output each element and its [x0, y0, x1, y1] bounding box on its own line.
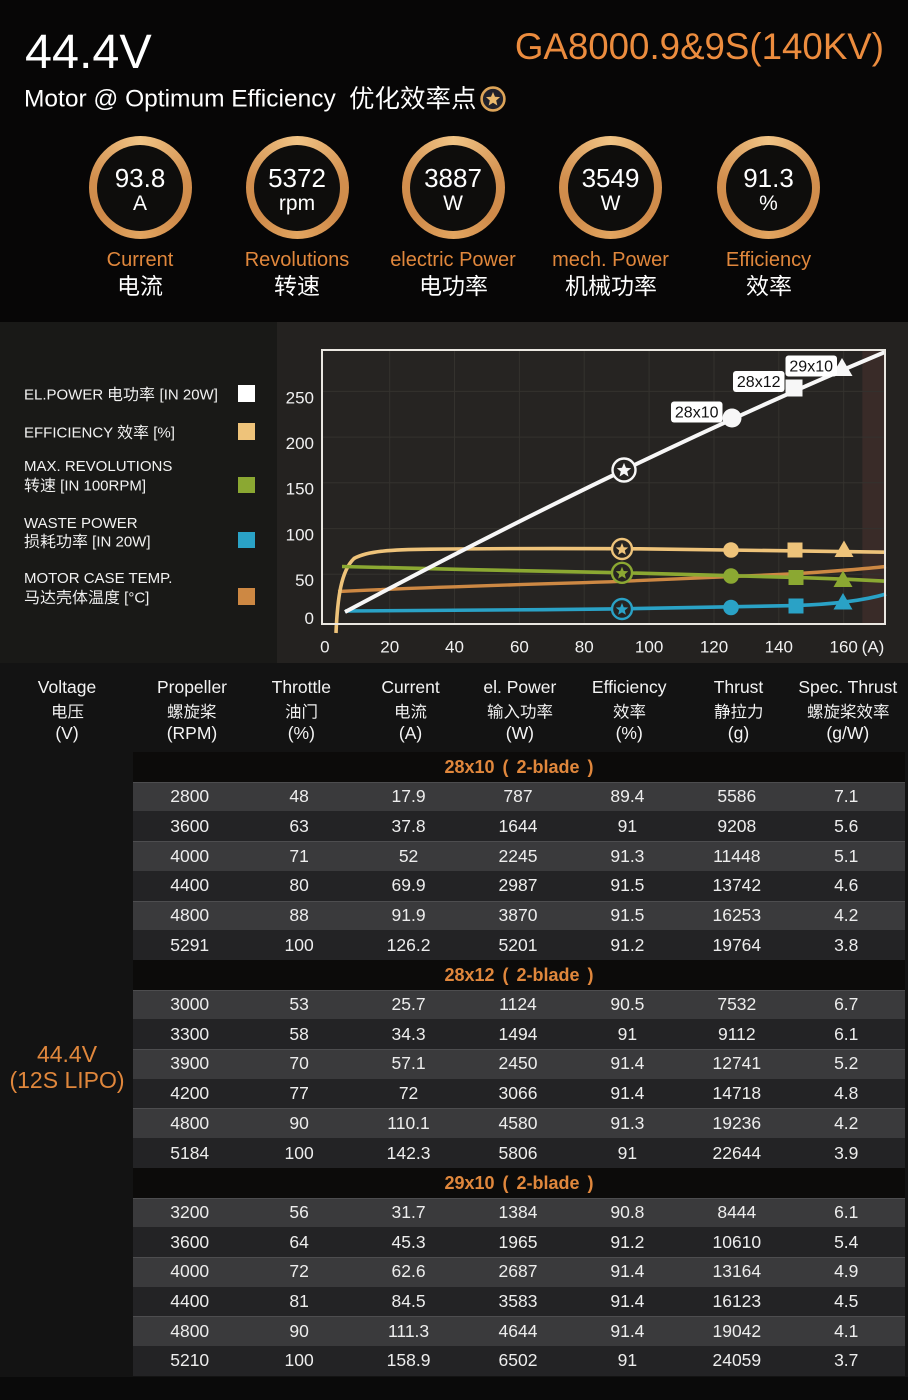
- svg-text:150: 150: [286, 480, 314, 499]
- svg-text:50: 50: [295, 571, 314, 590]
- svg-text:20: 20: [380, 638, 399, 657]
- svg-text:250: 250: [286, 388, 314, 407]
- svg-text:80: 80: [575, 638, 594, 657]
- svg-text:28x10: 28x10: [675, 405, 719, 422]
- svg-text:200: 200: [286, 434, 314, 453]
- svg-text:28x12: 28x12: [737, 374, 781, 391]
- svg-text:29x10: 29x10: [789, 359, 833, 376]
- svg-text:(A): (A): [862, 638, 885, 657]
- svg-text:140: 140: [765, 638, 793, 657]
- svg-text:160: 160: [830, 638, 858, 657]
- svg-text:120: 120: [700, 638, 728, 657]
- svg-text:0: 0: [305, 609, 314, 628]
- svg-text:60: 60: [510, 638, 529, 657]
- svg-text:100: 100: [286, 526, 314, 545]
- svg-text:100: 100: [635, 638, 663, 657]
- svg-text:40: 40: [445, 638, 464, 657]
- svg-text:0: 0: [320, 638, 329, 657]
